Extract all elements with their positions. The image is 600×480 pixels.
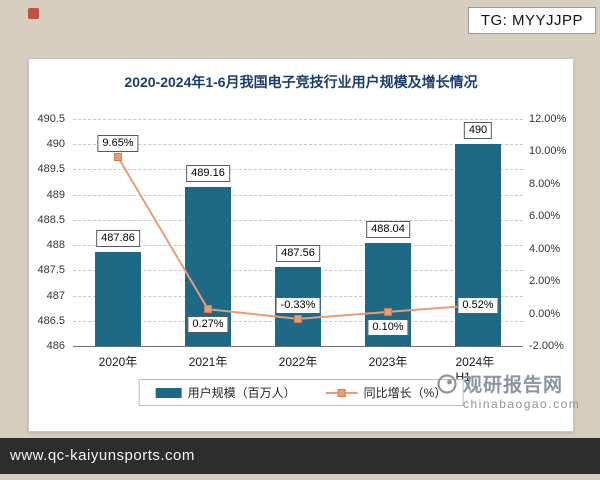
left-axis-tick: 487.5 bbox=[37, 264, 65, 277]
right-axis: 12.00% 10.00% 8.00% 6.00% 4.00% 2.00% 0.00% -2.… bbox=[527, 113, 573, 352]
right-axis-tick: -2.00% bbox=[529, 340, 564, 352]
legend-item-growth: 同比增长（%） bbox=[325, 384, 447, 401]
x-axis-label: 2021年 bbox=[188, 355, 228, 369]
line-marker bbox=[204, 305, 212, 314]
watermark-site: chinabaogao.com bbox=[463, 397, 581, 411]
line-value-label: -0.33% bbox=[275, 296, 321, 314]
line-value-label: 0.52% bbox=[457, 297, 499, 315]
x-axis-label: 2022年 bbox=[278, 355, 318, 369]
right-axis-tick: 0.00% bbox=[529, 307, 561, 320]
legend-item-users: 用户规模（百万人） bbox=[155, 384, 296, 401]
legend-bar-label: 用户规模（百万人） bbox=[187, 386, 296, 400]
watermark-logo-icon bbox=[437, 373, 457, 394]
right-axis-tick: 8.00% bbox=[529, 177, 561, 190]
x-axis-label: 2023年 bbox=[368, 355, 408, 369]
left-axis: 486 486.5 487 487.5 488 488.5 489 489.5 490 490.5 bbox=[29, 113, 69, 352]
bar-2020年 bbox=[95, 252, 141, 346]
legend-bar-swatch bbox=[155, 387, 182, 398]
gridline bbox=[73, 119, 523, 120]
left-axis-tick: 486 bbox=[46, 340, 65, 352]
gridline bbox=[73, 169, 523, 171]
watermark-name: 观研报告网 bbox=[463, 375, 564, 396]
legend-line-label: 同比增长（%） bbox=[363, 386, 447, 400]
legend-line-swatch-square bbox=[337, 388, 346, 397]
line-marker bbox=[384, 307, 392, 316]
watermark-row: 观研报告网 bbox=[436, 370, 580, 397]
chart-panel: 2020-2024年1-6月我国电子竞技行业用户规模及增长情况 486 486.5… bbox=[28, 58, 574, 432]
line-marker bbox=[114, 153, 122, 162]
tg-contact-badge: TG: MYYJJPP bbox=[467, 7, 596, 34]
right-axis-tick: 10.00% bbox=[529, 145, 567, 158]
left-axis-tick: 487 bbox=[46, 289, 65, 302]
left-axis-tick: 490 bbox=[46, 138, 65, 151]
left-axis-tick: 488 bbox=[46, 239, 65, 252]
bar-value-label: 487.56 bbox=[276, 245, 320, 263]
line-value-label: 0.27% bbox=[187, 316, 229, 334]
bar-value-label: 487.86 bbox=[96, 230, 140, 248]
x-axis: 2020年 2021年 2022年 2023年 2024年H1 bbox=[73, 353, 523, 384]
gridline bbox=[73, 144, 523, 146]
line-marker bbox=[294, 314, 302, 323]
gridline bbox=[73, 194, 523, 196]
legend-line-swatch bbox=[325, 388, 358, 398]
footer-url-bar: www.qc-kaiyunsports.com bbox=[0, 438, 600, 474]
chart-title: 2020-2024年1-6月我国电子竞技行业用户规模及增长情况 bbox=[124, 74, 478, 90]
red-seal-icon bbox=[28, 8, 39, 19]
bar-value-label: 488.04 bbox=[366, 221, 410, 239]
left-axis-tick: 490.5 bbox=[37, 113, 65, 125]
right-axis-tick: 4.00% bbox=[529, 242, 561, 255]
line-value-label: 9.65% bbox=[97, 135, 139, 153]
bar-value-label: 490 bbox=[463, 122, 493, 140]
left-axis-tick: 486.5 bbox=[37, 314, 65, 327]
watermark: 观研报告网 chinabaogao.com bbox=[436, 370, 580, 411]
left-axis-tick: 489 bbox=[46, 188, 65, 201]
legend: 用户规模（百万人） 同比增长（%） bbox=[138, 379, 464, 406]
left-axis-tick: 488.5 bbox=[37, 213, 65, 226]
x-axis-label: 2020年 bbox=[98, 355, 138, 369]
gridline bbox=[73, 219, 523, 221]
left-axis-tick: 489.5 bbox=[37, 163, 65, 176]
line-value-label: 0.10% bbox=[367, 318, 409, 336]
bar-value-label: 489.16 bbox=[186, 164, 230, 182]
right-axis-tick: 12.00% bbox=[529, 113, 567, 125]
right-axis-tick: 2.00% bbox=[529, 275, 561, 288]
right-axis-tick: 6.00% bbox=[529, 210, 561, 223]
plot-area: 487.86 489.16 487.56 488.04 490 9.65% 0.27% -0.… bbox=[73, 119, 523, 347]
